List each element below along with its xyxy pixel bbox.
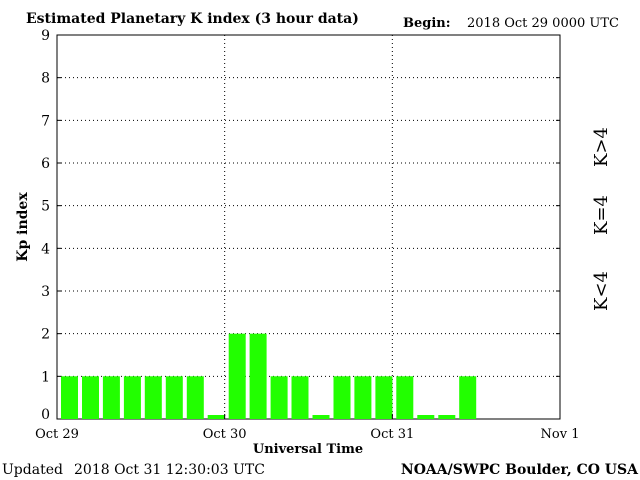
x-axis-ticks: Oct 29 Oct 30 Oct 31 Nov 1: [35, 414, 579, 442]
y-tick-label: 7: [41, 113, 50, 129]
kp-bar: [207, 415, 225, 419]
kp-bar: [228, 333, 246, 419]
x-tick-label: Nov 1: [541, 427, 580, 442]
kp-bar: [165, 376, 183, 419]
y-tick-label: 9: [41, 28, 50, 44]
chart-title: Estimated Planetary K index (3 hour data…: [26, 11, 359, 27]
kp-bar: [102, 376, 120, 419]
kp-bar: [333, 376, 351, 419]
x-tick-label: Oct 30: [203, 427, 247, 442]
source-credit: NOAA/SWPC Boulder, CO USA: [401, 462, 639, 478]
kp-bar: [459, 376, 477, 419]
x-tick-label: Oct 31: [370, 427, 414, 442]
kp-bar: [270, 376, 288, 419]
y-tick-label: 5: [41, 199, 50, 215]
kp-bar: [291, 376, 309, 419]
begin-value: 2018 Oct 29 0000 UTC: [467, 16, 619, 31]
kp-bar: [144, 376, 162, 419]
x-tick-label: Oct 29: [35, 427, 79, 442]
updated-value: 2018 Oct 31 12:30:03 UTC: [74, 462, 265, 478]
begin-label: Begin:: [403, 16, 451, 31]
y-tick-label: 2: [41, 327, 50, 343]
grid-lines: [57, 34, 560, 419]
kp-bar: [417, 415, 435, 419]
legend-k-equal-4: K=4: [591, 195, 612, 235]
kp-bar: [82, 376, 99, 419]
kp-bar: [186, 376, 204, 419]
kp-bar: [312, 415, 330, 419]
y-tick-label: 4: [41, 241, 50, 257]
y-axis-ticks: 0 1 2 3 4 5 6 7 8 9: [41, 28, 560, 423]
y-tick-label: 8: [41, 71, 50, 87]
kp-bar: [123, 376, 141, 419]
kp-bar: [396, 376, 414, 419]
updated-label: Updated: [2, 462, 63, 478]
y-tick-label: 1: [41, 369, 50, 385]
kp-bar: [61, 376, 78, 419]
y-tick-label: 3: [41, 284, 50, 300]
legend-k-below-4: K<4: [591, 271, 612, 311]
y-tick-label: 6: [41, 156, 50, 172]
plot-area: [56, 34, 561, 420]
kp-bar: [354, 376, 372, 419]
kp-bar: [249, 333, 267, 419]
x-axis-label: Universal Time: [253, 442, 363, 457]
y-tick-label: 0: [41, 407, 50, 423]
legend-k-above-4: K>4: [591, 127, 612, 167]
bar-series: [61, 333, 477, 419]
kp-bar: [375, 376, 393, 419]
y-axis-label: Kp index: [15, 192, 31, 262]
kp-bar: [438, 415, 456, 419]
